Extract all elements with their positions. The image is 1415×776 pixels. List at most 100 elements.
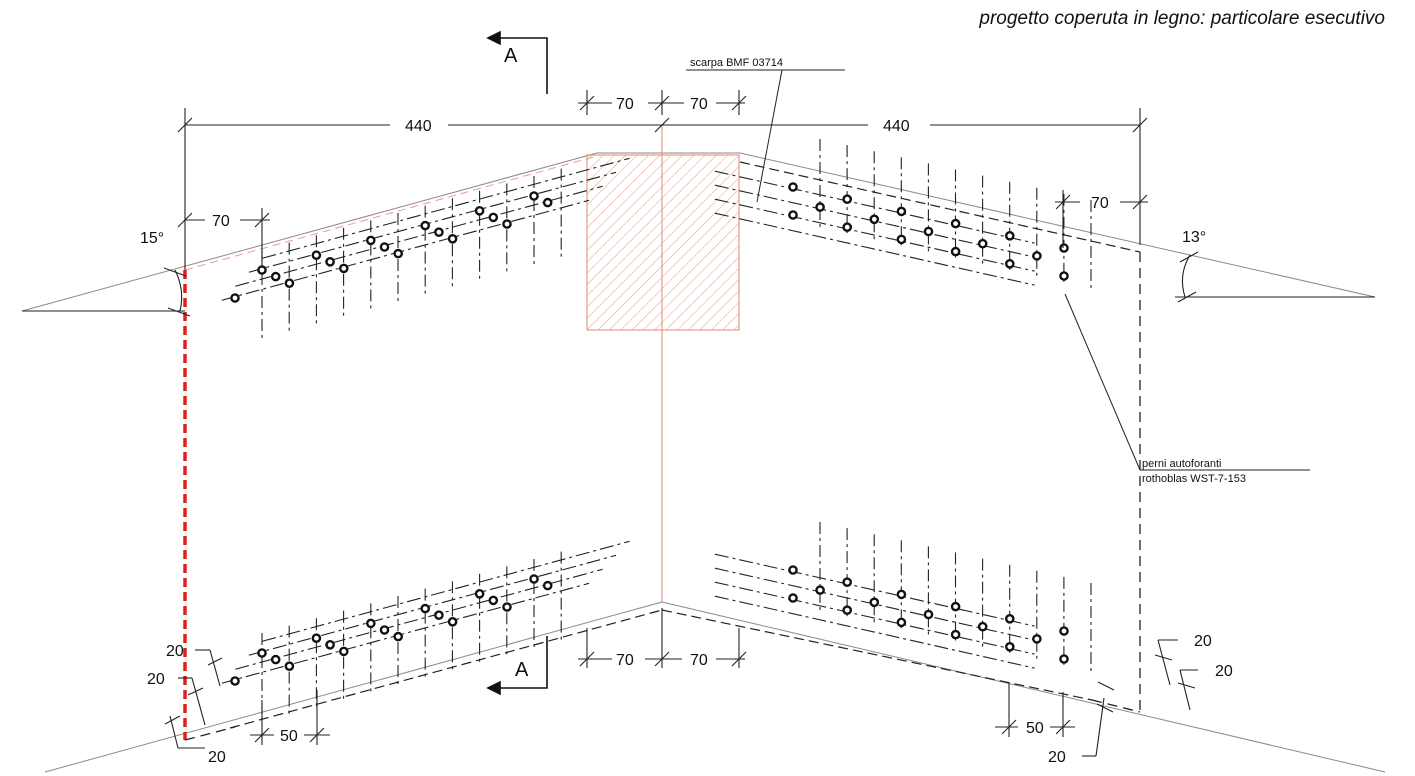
- reference-lines: [22, 296, 1375, 312]
- section-letter-top: A: [504, 45, 518, 67]
- pin-row-line: [714, 212, 1035, 286]
- end-cuts: [183, 252, 1141, 741]
- pin: [434, 227, 444, 237]
- section-bottom-arrow: [486, 680, 501, 696]
- pin: [230, 293, 240, 303]
- pin: [379, 625, 390, 635]
- pin-row-line: [714, 553, 1035, 627]
- pin: [950, 629, 961, 640]
- row-gap-a-label: 20: [166, 643, 184, 660]
- dimensions: [164, 90, 1198, 757]
- right-angle-tick-a: [1179, 251, 1199, 263]
- pin: [420, 603, 431, 614]
- pin: [488, 595, 499, 606]
- edge-bottom-right-label: 20: [1048, 749, 1066, 766]
- left-angle-tick-b: [167, 307, 191, 317]
- pin: [896, 234, 907, 245]
- pin: [529, 574, 539, 584]
- pin: [815, 202, 825, 212]
- pin: [325, 640, 335, 650]
- pin: [379, 242, 390, 252]
- tick-8: [254, 212, 270, 228]
- left-angle-tick-a: [163, 267, 187, 277]
- pin: [923, 609, 934, 620]
- pin: [977, 238, 988, 249]
- callout-leaders: [686, 69, 1310, 471]
- pin: [311, 633, 322, 644]
- bottom-left-plate-dash: [229, 609, 663, 729]
- pitch-left-label: 50: [280, 728, 298, 745]
- top-right-plate-dash: [739, 161, 1141, 253]
- pin: [474, 205, 485, 216]
- rafter-right-bottom-edge: [661, 601, 1386, 773]
- pin: [393, 631, 404, 642]
- pin: [950, 218, 961, 229]
- pin: [488, 212, 499, 223]
- tick-22: [1177, 682, 1196, 689]
- post-left-label: 70: [616, 96, 634, 113]
- tick-4: [579, 95, 595, 111]
- pin: [447, 617, 458, 627]
- pin-cross-lines: [261, 139, 1092, 721]
- pin: [284, 278, 295, 289]
- row-gap-left-c2: [169, 715, 179, 749]
- tick-15: [309, 727, 325, 743]
- pin: [393, 248, 404, 259]
- pin-row-line: [248, 171, 617, 273]
- row-gap-d-label: 20: [1215, 663, 1233, 680]
- pin: [1032, 251, 1042, 261]
- ridge-post-hatch: [586, 154, 740, 331]
- section-bottom-line: [497, 636, 548, 689]
- pin: [788, 182, 798, 192]
- pin: [365, 618, 376, 629]
- ridge-post: [184, 125, 740, 602]
- pin: [542, 580, 553, 591]
- pin: [923, 226, 934, 237]
- pin: [257, 648, 267, 658]
- pin: [1059, 626, 1069, 636]
- pin: [896, 617, 907, 628]
- pins: [230, 182, 1069, 686]
- tick-2: [654, 117, 670, 133]
- pin: [1005, 230, 1015, 241]
- angle-left-label: 15°: [140, 230, 164, 247]
- pin: [788, 565, 798, 575]
- pin-row-lines: [221, 157, 1035, 684]
- pin-row-line: [235, 185, 603, 287]
- section-letter-bottom: A: [515, 659, 529, 681]
- angle-right-label: 13°: [1182, 229, 1206, 246]
- pin-row-line: [714, 595, 1035, 669]
- pin: [788, 593, 798, 603]
- shoe-callout-text: scarpa BMF 03714: [690, 57, 783, 69]
- pin-row-line: [714, 198, 1035, 272]
- tick-9: [1055, 194, 1071, 210]
- tick-18: [207, 657, 223, 666]
- left-bottom-corner: [184, 726, 236, 741]
- pin-row-line: [235, 568, 603, 670]
- pin: [842, 222, 853, 232]
- tick-10: [1132, 194, 1148, 210]
- pin: [842, 605, 853, 616]
- span-right-label: 440: [883, 118, 910, 135]
- pin: [1059, 243, 1069, 253]
- pin: [1005, 258, 1015, 269]
- pin-row-line: [221, 199, 590, 301]
- drawing-title: progetto coperuta in legno: particolare …: [979, 8, 1385, 29]
- pin-row-line: [714, 170, 1035, 244]
- row-gap-right-b2: [1179, 669, 1191, 711]
- tick-7: [177, 212, 193, 228]
- tick-11: [579, 651, 595, 667]
- section-mark-bottom: [486, 636, 548, 696]
- tick-13: [731, 651, 747, 667]
- rafter-left-bottom-edge: [44, 601, 663, 773]
- row-gap-b-label: 20: [147, 671, 165, 688]
- tick-5: [654, 95, 670, 111]
- right-angle-tick-b: [1177, 291, 1197, 303]
- tick-21: [1154, 654, 1173, 661]
- tick-24: [1096, 703, 1114, 713]
- left-top-red-dash: [184, 155, 598, 271]
- pitch-right-label: 50: [1026, 720, 1044, 737]
- shoe-callout-leader: [756, 69, 783, 203]
- section-top-line: [497, 37, 548, 94]
- pin: [815, 585, 825, 595]
